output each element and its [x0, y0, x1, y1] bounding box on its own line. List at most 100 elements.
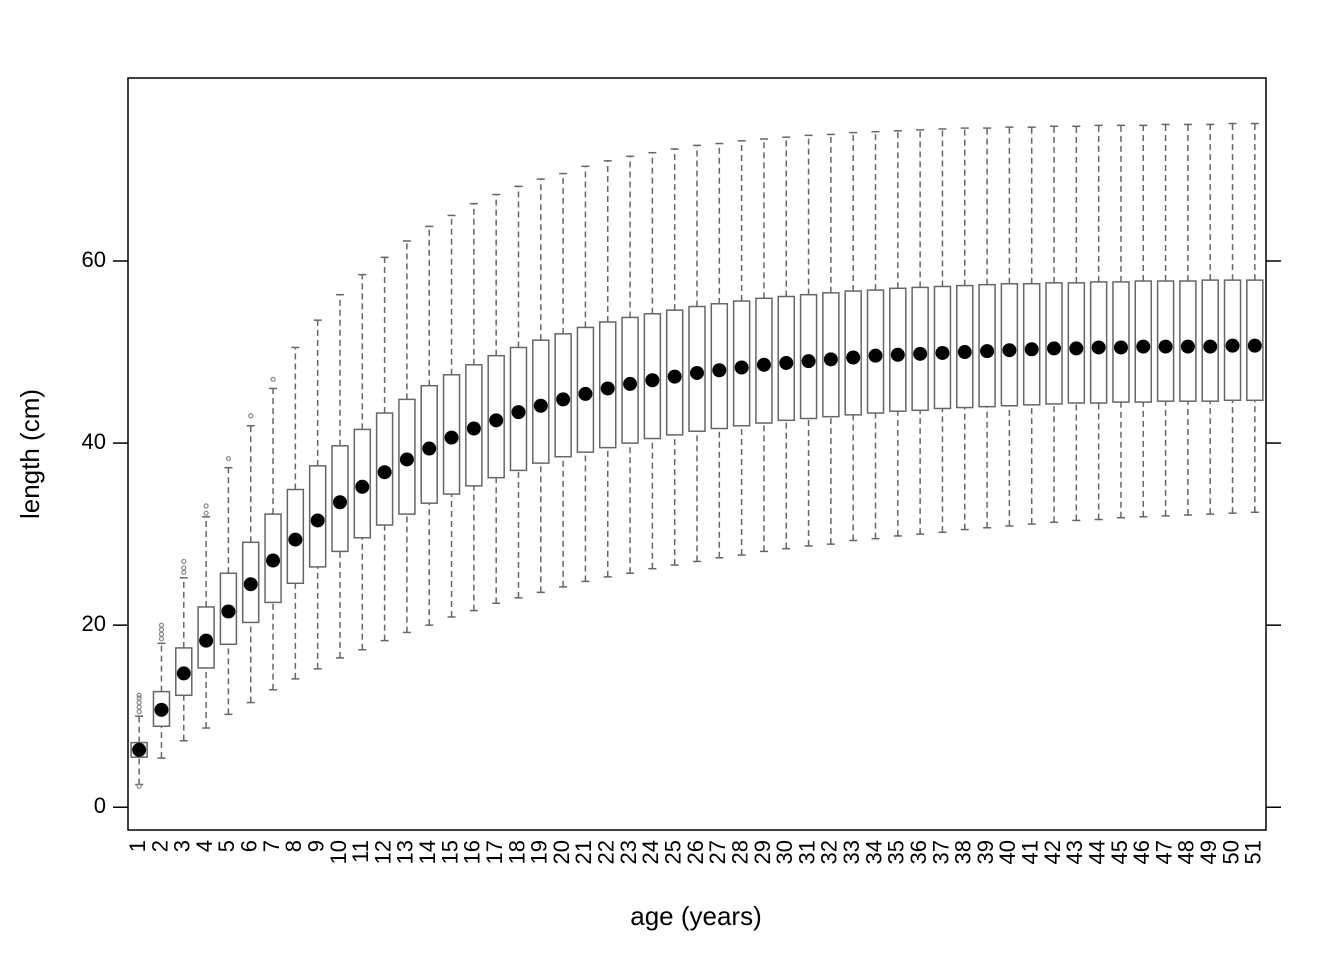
- x-tick-label: 21: [571, 840, 596, 864]
- box: [956, 284, 974, 409]
- median-dot: [1069, 341, 1084, 356]
- outlier: [181, 558, 187, 565]
- box: [331, 445, 349, 553]
- x-tick-label: 4: [192, 840, 217, 852]
- x-tick-label: 22: [594, 840, 619, 864]
- median-dot: [221, 604, 236, 619]
- median-dot: [1247, 338, 1262, 353]
- box: [1201, 279, 1219, 402]
- x-tick-label: 13: [393, 840, 418, 864]
- median-dot: [980, 344, 995, 359]
- median-dot: [288, 532, 303, 547]
- x-tick-label: 1: [125, 840, 150, 852]
- box: [442, 374, 461, 495]
- box: [420, 384, 438, 504]
- median-dot: [1203, 339, 1218, 354]
- x-tick-label: 49: [1196, 840, 1221, 864]
- x-tick-label: 28: [727, 840, 752, 864]
- box: [866, 289, 885, 414]
- median-dot: [578, 386, 593, 401]
- box: [1246, 279, 1264, 402]
- median-dot: [1024, 342, 1039, 357]
- box: [576, 326, 595, 453]
- y-tick-label: 0: [94, 793, 106, 818]
- median-dot: [489, 413, 504, 428]
- x-tick-label: 16: [460, 840, 485, 864]
- box: [1000, 283, 1019, 407]
- median-dot: [957, 345, 972, 360]
- outlier: [136, 699, 142, 706]
- x-tick-label: 18: [504, 840, 529, 864]
- x-tick-label: 20: [549, 840, 574, 864]
- median-dot: [734, 360, 749, 375]
- box: [509, 346, 528, 472]
- y-axis-label: length (cm): [15, 389, 45, 519]
- median-dot: [779, 355, 794, 370]
- median-dot: [199, 633, 214, 648]
- x-tick-label: 5: [214, 840, 239, 852]
- x-tick-label: 35: [884, 840, 909, 864]
- outlier: [136, 704, 142, 710]
- median-dot: [1002, 343, 1017, 358]
- y-tick-label: 60: [82, 247, 106, 272]
- outlier: [158, 622, 165, 628]
- outlier: [158, 636, 165, 642]
- box: [1112, 281, 1130, 403]
- median-dot: [1136, 339, 1151, 354]
- box: [1022, 283, 1041, 406]
- box: [844, 290, 862, 416]
- box: [889, 287, 907, 412]
- median-dot: [645, 373, 660, 388]
- x-tick-label: 36: [906, 840, 931, 864]
- x-tick-label: 15: [437, 840, 462, 864]
- outlier: [225, 455, 232, 462]
- box: [264, 513, 282, 604]
- box: [777, 295, 796, 422]
- outlier: [136, 709, 142, 715]
- x-tick-label: 24: [638, 840, 663, 864]
- median-dot: [444, 430, 459, 445]
- box: [308, 465, 327, 568]
- outlier: [203, 510, 209, 516]
- outlier: [181, 569, 187, 575]
- median-dot: [154, 702, 169, 717]
- median-dot: [399, 452, 414, 467]
- x-tick-label: 9: [303, 840, 328, 852]
- outlier: [203, 503, 209, 509]
- box: [1045, 282, 1063, 405]
- x-tick-label: 6: [237, 840, 262, 852]
- median-dot: [243, 577, 258, 592]
- box: [688, 305, 706, 432]
- x-tick-label: 46: [1129, 840, 1154, 864]
- median-dot: [332, 495, 347, 510]
- outlier: [181, 565, 187, 571]
- x-tick-label: 43: [1062, 840, 1087, 864]
- x-tick-label: 40: [995, 840, 1020, 864]
- box: [978, 283, 996, 408]
- box: [1089, 281, 1108, 404]
- box: [465, 364, 483, 487]
- box: [487, 354, 505, 479]
- y-tick-label: 20: [82, 611, 106, 636]
- median-dot: [712, 363, 727, 378]
- median-dot: [801, 354, 816, 369]
- box: [197, 606, 215, 669]
- x-tick-label: 3: [170, 840, 195, 852]
- outlier: [158, 627, 165, 633]
- median-dot: [422, 441, 437, 456]
- x-tick-label: 19: [527, 840, 552, 864]
- median-dot: [846, 350, 861, 365]
- median-dot: [667, 369, 682, 384]
- box: [375, 412, 394, 526]
- box: [1223, 279, 1242, 402]
- x-tick-label: 17: [482, 840, 507, 864]
- x-tick-label: 39: [973, 840, 998, 864]
- x-tick-label: 7: [259, 840, 284, 852]
- x-tick-label: 10: [326, 840, 351, 864]
- box: [152, 690, 171, 727]
- median-dot: [266, 553, 281, 568]
- box: [1156, 280, 1175, 402]
- box: [286, 488, 305, 585]
- x-tick-label: 27: [705, 840, 730, 864]
